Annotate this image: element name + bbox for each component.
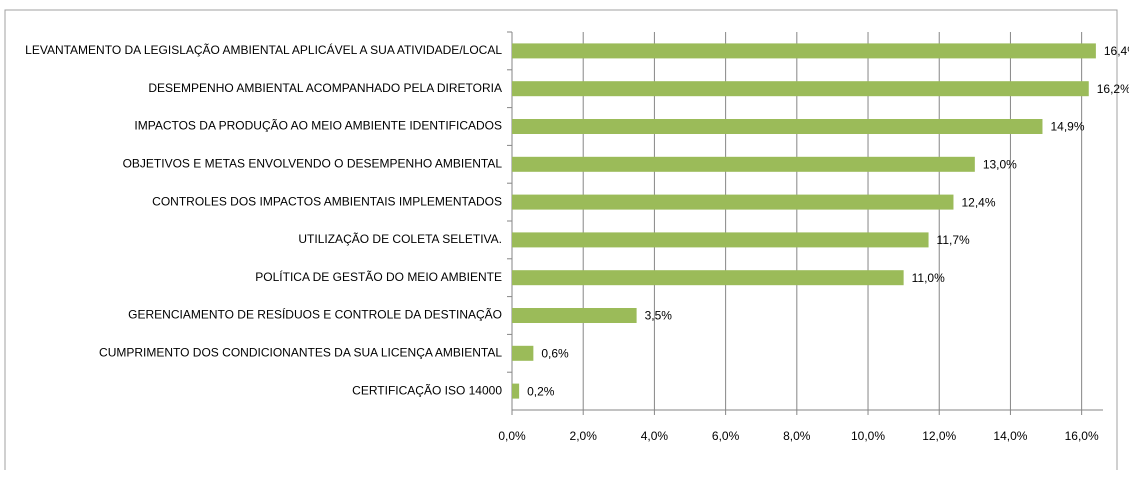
y-tick-label: IMPACTOS DA PRODUÇÃO AO MEIO AMBIENTE ID… bbox=[134, 119, 502, 133]
bar bbox=[512, 308, 637, 323]
data-label: 0,6% bbox=[541, 346, 569, 360]
bar bbox=[512, 43, 1096, 59]
y-tick-label: CUMPRIMENTO DOS CONDICIONANTES DA SUA LI… bbox=[99, 345, 502, 359]
bar bbox=[512, 232, 929, 248]
bar bbox=[512, 383, 520, 399]
x-tick-label: 16,0% bbox=[1065, 429, 1099, 443]
bar bbox=[512, 345, 534, 361]
x-tick-label: 14,0% bbox=[993, 429, 1027, 443]
bar bbox=[512, 119, 1043, 134]
bar bbox=[512, 194, 954, 210]
data-label: 3,5% bbox=[645, 309, 673, 323]
data-label: 16,2% bbox=[1097, 82, 1129, 96]
x-tick-label: 10,0% bbox=[851, 429, 885, 443]
y-tick-label: OBJETIVOS E METAS ENVOLVENDO O DESEMPENH… bbox=[123, 156, 503, 170]
x-tick-label: 6,0% bbox=[712, 429, 740, 443]
y-tick-label: CONTROLES DOS IMPACTOS AMBIENTAIS IMPLEM… bbox=[152, 194, 502, 208]
chart-frame bbox=[4, 9, 1118, 470]
data-label: 13,0% bbox=[983, 157, 1017, 171]
data-label: 14,9% bbox=[1050, 120, 1084, 134]
bar bbox=[512, 156, 975, 172]
y-tick-label: LEVANTAMENTO DA LEGISLAÇÃO AMBIENTAL APL… bbox=[25, 42, 502, 57]
y-tick-label: GERENCIAMENTO DE RESÍDUOS E CONTROLE DA … bbox=[128, 307, 502, 322]
x-tick-label: 0,0% bbox=[498, 429, 526, 443]
x-tick-label: 12,0% bbox=[922, 429, 956, 443]
data-label: 12,4% bbox=[961, 195, 995, 209]
bar bbox=[512, 81, 1089, 97]
data-label: 0,2% bbox=[527, 384, 555, 398]
y-tick-label: UTILIZAÇÃO DE COLETA SELETIVA. bbox=[298, 232, 502, 246]
y-tick-label: DESEMPENHO AMBIENTAL ACOMPANHADO PELA DI… bbox=[148, 81, 502, 95]
data-label: 16,4% bbox=[1104, 44, 1129, 58]
bar bbox=[512, 270, 904, 286]
data-label: 11,7% bbox=[937, 233, 970, 247]
x-tick-label: 2,0% bbox=[570, 429, 598, 443]
y-tick-label: CERTIFICAÇÃO ISO 14000 bbox=[352, 383, 502, 397]
x-tick-label: 4,0% bbox=[641, 429, 669, 443]
data-label: 11,0% bbox=[912, 271, 945, 285]
x-tick-label: 8,0% bbox=[783, 429, 811, 443]
y-tick-label: POLÍTICA DE GESTÃO DO MEIO AMBIENTE bbox=[255, 269, 502, 284]
